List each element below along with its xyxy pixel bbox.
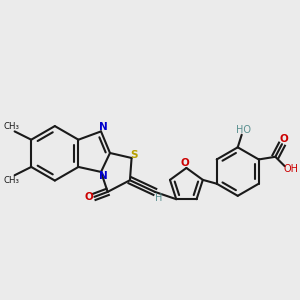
Text: CH₃: CH₃ — [3, 122, 19, 131]
Text: H: H — [155, 193, 163, 203]
Text: N: N — [99, 122, 108, 132]
Text: O: O — [84, 192, 93, 202]
Text: O: O — [279, 134, 288, 144]
Text: CH₃: CH₃ — [3, 176, 19, 185]
Text: OH: OH — [283, 164, 298, 174]
Text: HO: HO — [236, 125, 251, 135]
Text: S: S — [130, 150, 138, 160]
Text: N: N — [99, 171, 108, 181]
Text: O: O — [180, 158, 189, 168]
